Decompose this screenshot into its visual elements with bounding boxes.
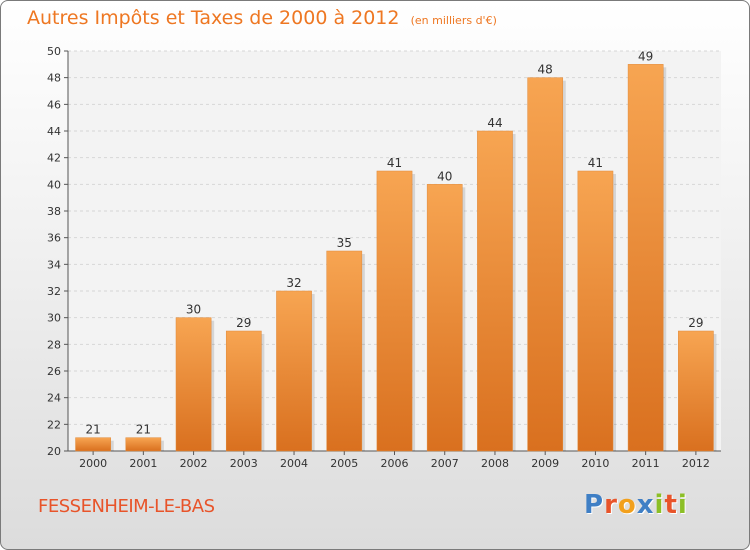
logo-letter: o: [617, 490, 637, 520]
bar-2007: [426, 184, 463, 452]
logo-letter: i: [654, 490, 665, 520]
value-label-2008: 44: [487, 116, 502, 130]
y-tick-label: 44: [47, 125, 61, 138]
bar-2003: [225, 330, 262, 452]
x-tick-label-2002: 2002: [180, 457, 208, 470]
value-label-2011: 49: [638, 49, 653, 63]
logo-letter: t: [664, 490, 678, 520]
value-label-2007: 40: [437, 169, 452, 183]
bar-2011: [627, 64, 664, 452]
value-label-2012: 29: [688, 316, 703, 330]
x-tick-label-2000: 2000: [79, 457, 107, 470]
value-label-2005: 35: [337, 236, 352, 250]
bar-2008: [477, 130, 513, 452]
value-label-2010: 41: [588, 156, 603, 170]
value-label-2000: 21: [85, 423, 100, 437]
x-tick-label-2004: 2004: [280, 457, 308, 470]
logo-letter: x: [636, 490, 655, 520]
y-tick-label: 46: [47, 98, 61, 111]
bar-2002: [175, 317, 212, 452]
x-tick-label-2003: 2003: [230, 457, 258, 470]
y-tick-label: 22: [47, 418, 61, 431]
logo-letter: r: [604, 490, 618, 520]
value-label-2006: 41: [387, 156, 402, 170]
x-tick-label-2010: 2010: [581, 457, 609, 470]
x-tick-label-2012: 2012: [682, 457, 710, 470]
y-tick-label: 26: [47, 365, 61, 378]
bar-2005: [326, 250, 363, 452]
value-label-2009: 48: [538, 63, 553, 77]
value-label-2002: 30: [186, 303, 201, 317]
value-label-2001: 21: [136, 423, 151, 437]
y-tick-label: 34: [47, 258, 61, 271]
title-row: Autres Impôts et Taxes de 2000 à 2012 (e…: [27, 7, 497, 29]
y-tick-label: 36: [47, 232, 61, 245]
y-tick-label: 42: [47, 152, 61, 165]
value-label-2004: 32: [286, 276, 301, 290]
logo-letter: P: [584, 490, 605, 520]
x-tick-label-2005: 2005: [330, 457, 358, 470]
bar-2012: [678, 330, 714, 452]
bar-2006: [376, 170, 413, 452]
bar-2001: [125, 437, 162, 452]
commune-name: FESSENHEIM-LE-BAS: [38, 496, 215, 517]
x-tick-label-2009: 2009: [531, 457, 559, 470]
x-tick-label-2008: 2008: [481, 457, 509, 470]
proxiti-logo: Proxiti: [584, 490, 688, 520]
y-tick-label: 24: [47, 392, 61, 405]
y-tick-label: 40: [47, 178, 61, 191]
value-label-2003: 29: [236, 316, 251, 330]
y-tick-label: 50: [47, 45, 61, 58]
y-tick-label: 28: [47, 338, 61, 351]
bar-2000: [75, 437, 111, 452]
y-tick-label: 30: [47, 312, 61, 325]
x-tick-label-2011: 2011: [632, 457, 660, 470]
y-tick-label: 20: [47, 445, 61, 458]
bars: [75, 64, 717, 452]
bar-2009: [527, 77, 564, 452]
chart-title: Autres Impôts et Taxes de 2000 à 2012: [27, 7, 400, 29]
x-tick-label-2001: 2001: [129, 457, 157, 470]
x-tick-label-2007: 2007: [431, 457, 459, 470]
bar-2010: [577, 170, 614, 452]
y-tick-label: 38: [47, 205, 61, 218]
chart-unit: (en milliers d'€): [410, 14, 497, 27]
x-tick-label-2006: 2006: [381, 457, 409, 470]
bar-2004: [276, 290, 312, 452]
logo-letter: i: [677, 490, 688, 520]
labels: 21 2000 21 2001 30 2002 29 2003 32 2004 35 2005 41 20…: [79, 49, 710, 470]
y-tick-label: 32: [47, 285, 61, 298]
y-tick-label: 48: [47, 72, 61, 85]
